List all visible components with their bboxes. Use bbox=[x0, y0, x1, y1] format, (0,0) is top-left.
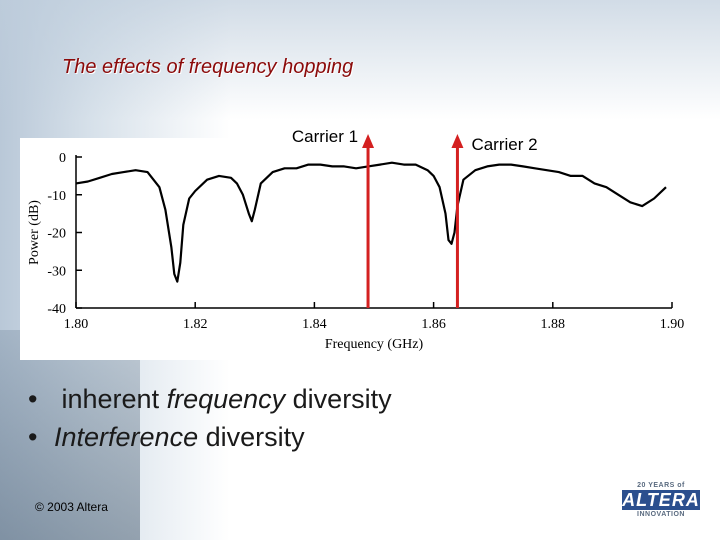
carrier-1-arrowhead bbox=[362, 134, 375, 148]
y-tick-label: -40 bbox=[47, 302, 66, 317]
copyright-text: © 2003 Altera bbox=[35, 500, 108, 514]
background-top-panel bbox=[0, 0, 720, 120]
x-tick-label: 1.84 bbox=[302, 317, 327, 332]
y-tick-label: -30 bbox=[47, 264, 66, 279]
bullet-1-before: inherent bbox=[54, 384, 167, 414]
carrier-1-label: Carrier 1 bbox=[292, 127, 358, 146]
y-tick-label: -20 bbox=[47, 227, 66, 242]
bullet-1-after: diversity bbox=[285, 384, 392, 414]
bullet-list: • inherent frequency diversity • Interfer… bbox=[28, 380, 392, 456]
y-tick-label: -10 bbox=[47, 189, 66, 204]
bullet-item-2: • Interference diversity bbox=[28, 418, 392, 456]
bullet-2-italic: Interference bbox=[54, 422, 199, 452]
logo-bottom-text: INNOVATION bbox=[637, 511, 685, 518]
altera-logo: 20 YEARS of ALTERA INNOVATION bbox=[622, 482, 700, 526]
x-axis-title: Frequency (GHz) bbox=[325, 337, 424, 352]
x-tick-label: 1.82 bbox=[183, 317, 208, 332]
carrier-arrows bbox=[362, 134, 464, 308]
bullet-item-1: • inherent frequency diversity bbox=[28, 380, 392, 418]
chart-background bbox=[20, 138, 700, 360]
carrier-2-label: Carrier 2 bbox=[471, 135, 537, 154]
chart-labels: 0 -10 -20 -30 -401.80 1.82 1.84 1.86 1.88 1.90 Fre… bbox=[27, 127, 684, 352]
carrier-2-arrowhead bbox=[451, 134, 464, 148]
x-tick-label: 1.90 bbox=[660, 317, 685, 332]
bullet-dot-icon: • bbox=[28, 422, 38, 452]
bullet-2-after: diversity bbox=[198, 422, 305, 452]
background-circuit-decoration bbox=[0, 330, 140, 540]
power-series-line bbox=[75, 161, 667, 283]
x-tick-label: 1.86 bbox=[421, 317, 446, 332]
y-tick-label: 0 bbox=[59, 151, 66, 166]
x-tick-label: 1.88 bbox=[541, 317, 566, 332]
bullet-1-italic: frequency bbox=[166, 384, 286, 414]
x-tick-label: 1.80 bbox=[64, 317, 89, 332]
bullet-dot-icon: • bbox=[28, 384, 38, 414]
logo-mark: ALTERA bbox=[622, 490, 700, 510]
logo-top-text: 20 YEARS of bbox=[637, 482, 685, 489]
chart-axes bbox=[75, 155, 673, 309]
slide-title: The effects of frequency hopping bbox=[62, 56, 354, 78]
y-axis-title: Power (dB) bbox=[27, 200, 42, 265]
